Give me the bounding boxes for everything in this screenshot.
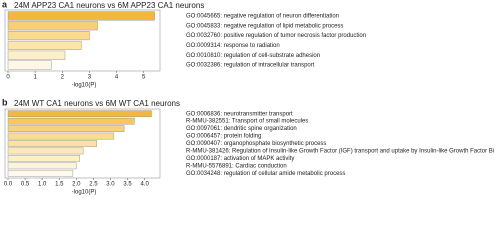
category-label: GO:0006457: protein folding	[186, 134, 261, 140]
x-tick-label: 3.5	[123, 182, 132, 188]
category-label: GO:0000187: activation of MAPK activity	[186, 156, 294, 162]
bar	[7, 125, 125, 132]
bar	[7, 169, 74, 177]
bar	[7, 140, 98, 147]
category-label: GO:0034248: regulation of cellular amide…	[186, 171, 345, 177]
category-label: GO:0009314: response to radiation	[186, 43, 280, 49]
bar	[7, 110, 152, 118]
category-label: GO:0032760: positive regulation of tumor…	[186, 33, 366, 39]
category-label: GO:0032386: regulation of intracellular …	[186, 63, 315, 69]
x-axis-label: -log10(P)	[72, 190, 97, 196]
x-tick-label: 2	[61, 75, 65, 81]
x-tick-label: 1.0	[38, 182, 47, 188]
panel-letter: a	[2, 0, 8, 9]
bar	[7, 132, 115, 140]
bar	[7, 60, 52, 70]
category-label: GO:0097061: dendritic spine organization	[186, 126, 297, 132]
x-tick-label: 5	[142, 75, 146, 81]
x-tick-label: 0.5	[21, 182, 30, 188]
category-label: GO:0045665: negative regulation of neuro…	[186, 13, 339, 19]
bar	[7, 31, 90, 41]
bar	[7, 155, 80, 162]
category-label: R-MMU-381426: Regulation of Insulin-like…	[186, 149, 494, 155]
chart-title: 24M APP23 CA1 neurons vs 6M APP23 CA1 ne…	[14, 1, 204, 10]
x-tick-label: 3	[88, 75, 92, 81]
x-tick-label: 0	[6, 75, 10, 81]
bar	[7, 117, 135, 125]
category-label: GO:0010810: regulation of cell-substrate…	[186, 53, 320, 59]
x-tick-label: 4.0	[140, 182, 149, 188]
bar	[7, 50, 66, 60]
x-tick-label: 2.0	[72, 182, 81, 188]
category-label: GO:0045833: negative regulation of lipid…	[186, 23, 343, 29]
plot-frame	[4, 108, 161, 179]
x-tick-label: 0.0	[4, 182, 13, 188]
plot-frame	[4, 9, 161, 72]
x-tick-label: 2.5	[89, 182, 98, 188]
bar	[7, 40, 82, 50]
x-tick-label: 1	[33, 75, 37, 81]
bar	[7, 147, 84, 155]
bar	[7, 11, 155, 21]
panel-letter: b	[2, 97, 8, 107]
figure: a 24M APP23 CA1 neurons vs 6M APP23 CA1 n…	[2, 0, 494, 196]
category-label: GO:0006836: neurotransmitter transport	[186, 111, 293, 117]
category-label: R-MMU-5576891: Cardiac conduction	[186, 163, 287, 169]
category-label: R-MMU-382551: Transport of small molecul…	[186, 119, 308, 125]
category-label: GO:0090407: organophosphate biosynthetic…	[186, 141, 326, 147]
x-tick-label: 1.5	[55, 182, 64, 188]
x-tick-label: 4	[115, 75, 119, 81]
bar	[7, 21, 98, 31]
x-tick-label: 3.0	[106, 182, 115, 188]
x-axis-label: -log10(P)	[72, 83, 97, 89]
bar	[7, 162, 77, 170]
chart-title: 24M WT CA1 neurons vs 6M WT CA1 neurons	[14, 99, 180, 108]
